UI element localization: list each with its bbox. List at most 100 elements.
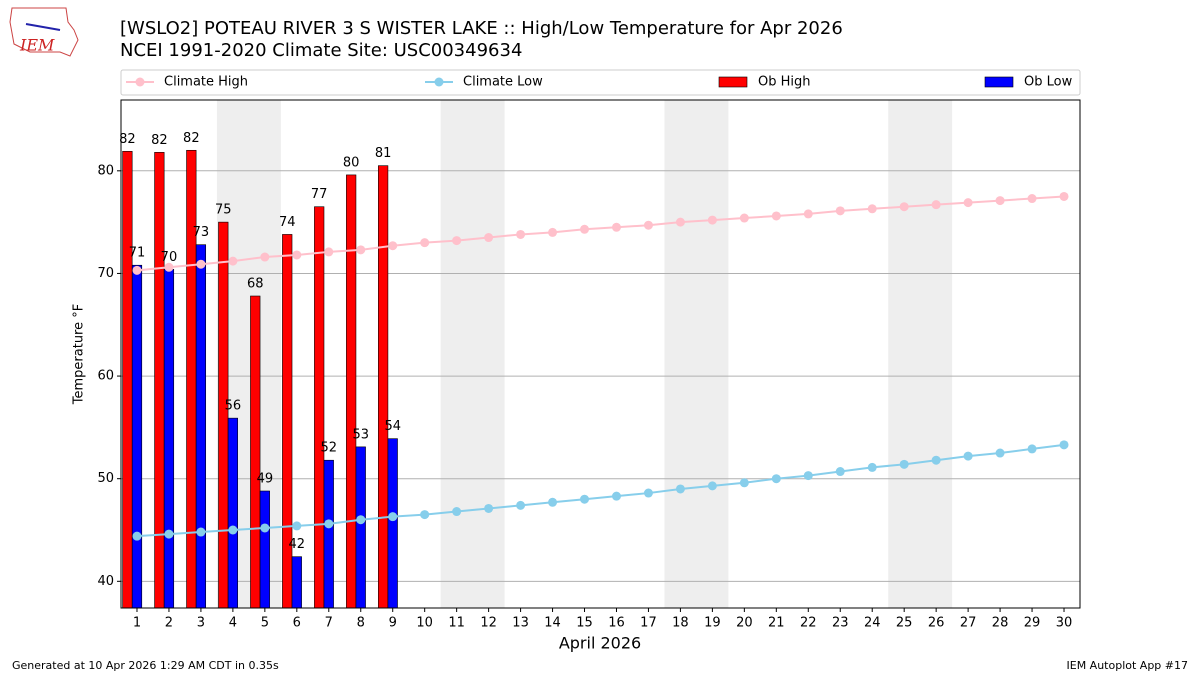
- line-marker: [931, 200, 941, 210]
- x-tick-label: 11: [448, 616, 465, 631]
- x-axis-label: April 2026: [559, 634, 641, 653]
- y-axis-label: Temperature °F: [72, 304, 87, 405]
- logo-text: IEM: [19, 36, 55, 55]
- x-tick-label: 8: [357, 616, 365, 631]
- line-marker: [739, 213, 749, 223]
- line-marker: [899, 202, 909, 212]
- line-marker: [899, 459, 909, 469]
- data-label: 68: [247, 277, 264, 292]
- line-marker: [611, 491, 621, 501]
- data-label: 82: [119, 132, 136, 147]
- line-marker: [1059, 191, 1069, 201]
- line-marker: [420, 238, 430, 248]
- line-marker: [1059, 440, 1069, 450]
- line-marker: [739, 478, 749, 488]
- bar: [323, 459, 334, 609]
- line-marker: [164, 529, 174, 539]
- line-marker: [995, 196, 1005, 206]
- line-marker: [292, 250, 302, 260]
- line-marker: [867, 204, 877, 214]
- line-marker: [356, 245, 366, 255]
- x-tick-label: 26: [928, 616, 945, 631]
- line-marker: [132, 531, 142, 541]
- x-tick-label: 7: [325, 616, 333, 631]
- legend-label: Climate High: [164, 75, 248, 90]
- legend-marker: [135, 77, 145, 87]
- line-marker: [164, 262, 174, 272]
- line-marker: [675, 217, 685, 227]
- x-tick-label: 24: [864, 616, 881, 631]
- chart-title: [WSLO2] POTEAU RIVER 3 S WISTER LAKE :: …: [120, 18, 843, 39]
- line-marker: [260, 252, 270, 262]
- legend-swatch: [984, 76, 1014, 88]
- line-marker: [643, 220, 653, 230]
- weekend-shade: [664, 100, 729, 608]
- data-label: 56: [225, 399, 242, 414]
- line-marker: [931, 455, 941, 465]
- line-marker: [420, 510, 430, 520]
- x-tick-label: 30: [1056, 616, 1073, 631]
- line-marker: [835, 467, 845, 477]
- logo-icon: [25, 23, 61, 31]
- chart-subtitle: NCEI 1991-2020 Climate Site: USC00349634: [120, 40, 522, 61]
- bar: [131, 264, 143, 609]
- x-tick-label: 22: [800, 616, 817, 631]
- line-marker: [324, 519, 334, 529]
- x-tick-label: 28: [992, 616, 1009, 631]
- data-label: 81: [375, 146, 392, 161]
- line-marker: [803, 471, 813, 481]
- x-tick-label: 5: [261, 616, 269, 631]
- footer-right: IEM Autoplot App #17: [1067, 659, 1189, 672]
- data-label: 53: [352, 427, 369, 442]
- data-label: 54: [384, 419, 401, 434]
- legend-label: Ob Low: [1024, 75, 1073, 90]
- line-marker: [803, 209, 813, 219]
- line-marker: [260, 523, 270, 533]
- line-marker: [228, 256, 238, 266]
- x-tick-label: 10: [416, 616, 433, 631]
- x-tick-label: 14: [544, 616, 561, 631]
- x-tick-label: 6: [293, 616, 301, 631]
- bar: [122, 151, 133, 609]
- x-tick-label: 16: [608, 616, 625, 631]
- line-marker: [611, 222, 621, 232]
- x-tick-label: 12: [480, 616, 497, 631]
- line-marker: [388, 512, 398, 522]
- x-tick-label: 15: [576, 616, 593, 631]
- line-marker: [963, 451, 973, 461]
- x-tick-label: 19: [704, 616, 721, 631]
- line-marker: [196, 259, 206, 269]
- line-marker: [484, 233, 494, 243]
- legend-swatch: [718, 76, 748, 88]
- footer-left: Generated at 10 Apr 2026 1:29 AM CDT in …: [12, 659, 279, 672]
- legend-label: Ob High: [758, 75, 811, 90]
- y-tick-label: 80: [97, 163, 114, 178]
- line-marker: [452, 507, 462, 517]
- bar: [378, 165, 389, 609]
- line-marker: [771, 211, 781, 221]
- x-tick-label: 21: [768, 616, 785, 631]
- bar: [355, 446, 366, 609]
- data-label: 73: [193, 225, 210, 240]
- x-tick-label: 9: [389, 616, 397, 631]
- line: [136, 195, 1065, 272]
- data-label: 71: [129, 246, 146, 261]
- line-marker: [132, 265, 142, 275]
- x-tick-label: 29: [1024, 616, 1041, 631]
- x-tick-label: 4: [229, 616, 237, 631]
- data-label: 82: [151, 133, 168, 148]
- bar: [227, 417, 238, 609]
- x-tick-label: 20: [736, 616, 753, 631]
- y-tick-label: 40: [97, 574, 114, 589]
- weekend-shade: [888, 100, 953, 608]
- x-tick-label: 3: [197, 616, 205, 631]
- line-marker: [580, 224, 590, 234]
- bar: [154, 152, 165, 609]
- y-tick-label: 50: [97, 471, 114, 486]
- data-label: 49: [257, 472, 274, 487]
- line-marker: [835, 206, 845, 216]
- line-marker: [867, 462, 877, 472]
- data-label: 77: [311, 187, 328, 202]
- line-marker: [548, 227, 558, 237]
- line-marker: [771, 474, 781, 484]
